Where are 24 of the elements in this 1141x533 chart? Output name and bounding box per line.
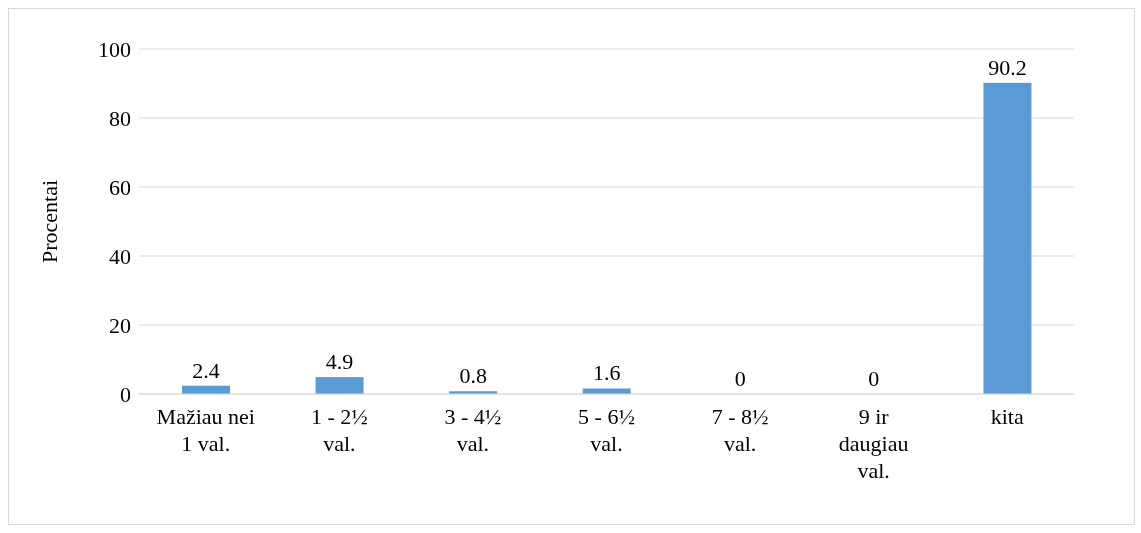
- x-tick-label: 1 - 2½ val.: [310, 404, 368, 456]
- data-label: 0.8: [459, 363, 487, 389]
- x-tick-label: Mažiau nei 1 val.: [156, 404, 255, 456]
- x-tick-label: 9 ir daugiau val.: [838, 404, 909, 483]
- y-tick-label: 80: [109, 105, 131, 131]
- x-tick-label: kita: [990, 404, 1024, 429]
- y-tick-label: 100: [98, 36, 131, 62]
- y-tick-label: 60: [109, 174, 131, 200]
- data-label: 4.9: [325, 349, 354, 375]
- data-label: 0: [734, 366, 746, 391]
- y-tick-label: 20: [109, 312, 131, 338]
- y-axis-title: Procentai: [36, 179, 62, 264]
- x-tick-label: 7 - 8½ val.: [711, 404, 769, 456]
- data-label: 2.4: [192, 357, 220, 383]
- y-tick-label: 40: [109, 243, 131, 269]
- x-tick-label: 3 - 4½ val.: [444, 404, 502, 456]
- data-label: 1.6: [592, 360, 621, 386]
- bar: [582, 388, 631, 394]
- bar: [983, 82, 1032, 394]
- data-label: 0: [868, 366, 880, 391]
- bar: [315, 377, 364, 394]
- y-tick-label: 0: [120, 381, 131, 407]
- x-tick-label: 5 - 6½ val.: [578, 404, 635, 456]
- data-label: 90.2: [988, 54, 1027, 80]
